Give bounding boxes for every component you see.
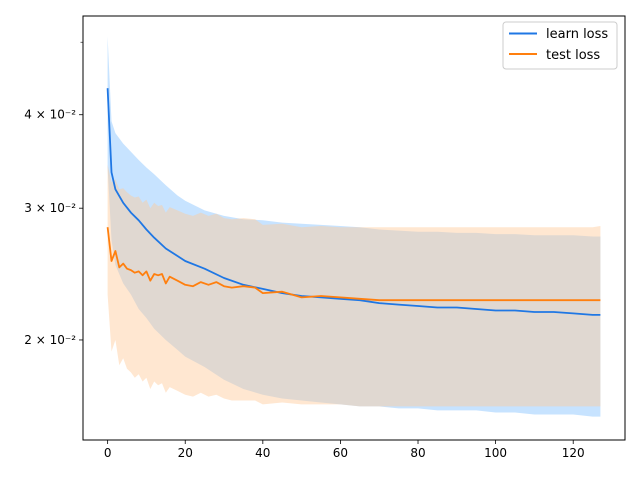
band-test-loss — [107, 164, 601, 407]
y-axis-ticks: 2 × 10⁻² 3 × 10⁻² 4 × 10⁻² — [24, 41, 83, 347]
x-tick-label: 60 — [333, 446, 348, 460]
line-learn-loss — [106, 88, 601, 316]
x-tick-label: 80 — [410, 446, 425, 460]
line-test-loss — [106, 227, 601, 302]
y-tick-label: 2 × 10⁻² — [24, 333, 76, 347]
x-tick-label: 40 — [255, 446, 270, 460]
x-tick-label: 0 — [104, 446, 112, 460]
legend-label-learn-loss: learn loss — [546, 27, 608, 42]
plot-frame — [82, 15, 626, 441]
series-lines — [106, 88, 601, 316]
legend: learn loss test loss — [502, 21, 618, 70]
x-axis-ticks: 0 20 40 60 80 100 120 — [104, 440, 585, 460]
legend-label-test-loss: test loss — [546, 48, 600, 63]
x-tick-label: 20 — [178, 446, 193, 460]
y-tick-label: 4 × 10⁻² — [24, 108, 76, 122]
confidence-bands — [107, 36, 601, 417]
y-tick-label: 3 × 10⁻² — [24, 201, 76, 215]
band-learn-loss — [107, 36, 601, 417]
x-tick-label: 100 — [484, 446, 507, 460]
x-tick-label: 120 — [562, 446, 585, 460]
